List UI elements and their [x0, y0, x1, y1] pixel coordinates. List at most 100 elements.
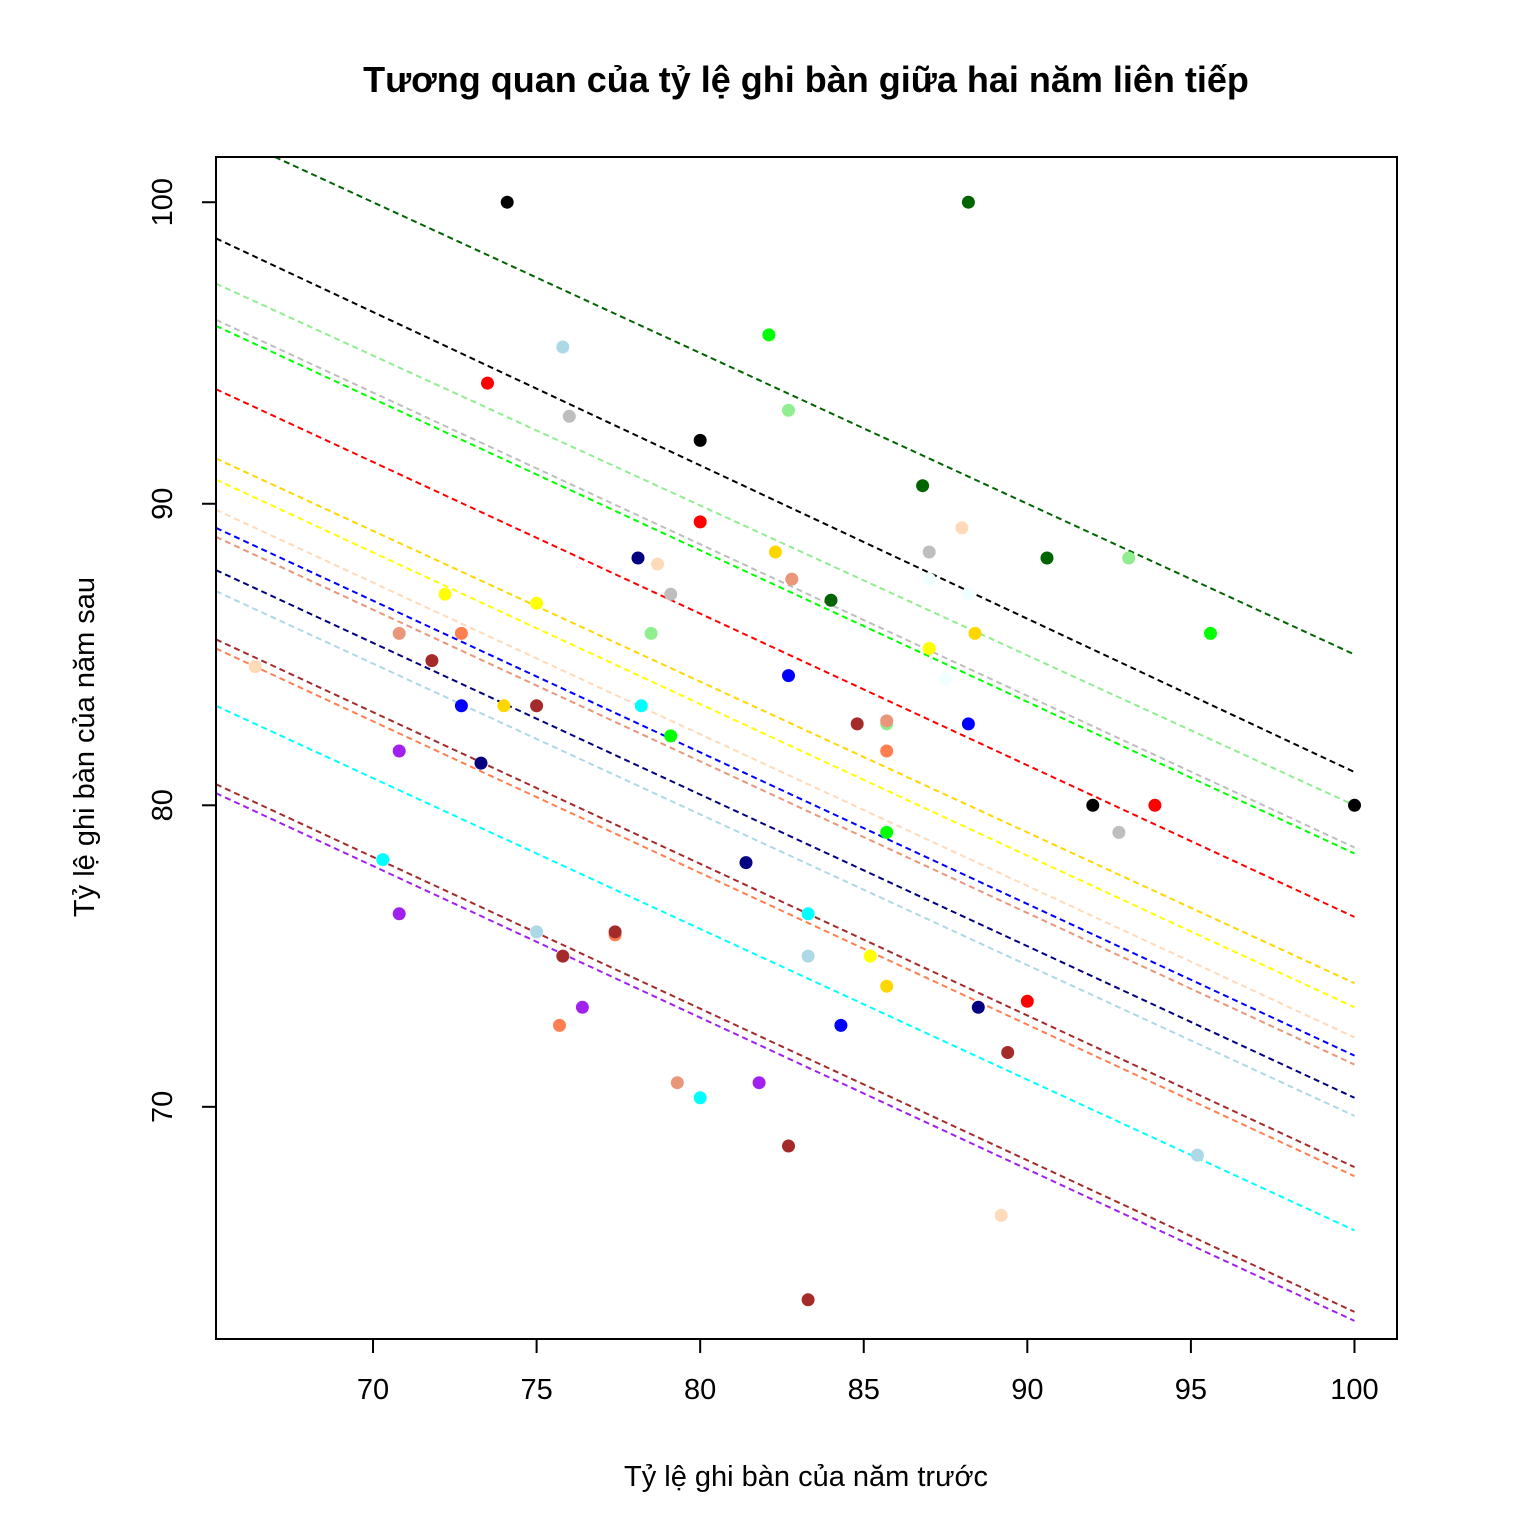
data-point-43 — [497, 699, 511, 713]
data-point-3 — [1086, 798, 1100, 812]
y-tick-label-70: 70 — [147, 1091, 179, 1123]
data-point-21 — [481, 376, 494, 390]
data-point-2 — [693, 433, 707, 447]
data-point-75 — [961, 587, 975, 601]
data-point-56 — [553, 1018, 566, 1032]
trend-line-10 — [216, 526, 1355, 1057]
data-point-57 — [425, 654, 439, 668]
data-point-48 — [863, 949, 877, 963]
trend-line-9 — [216, 508, 1355, 1039]
trend-line-17 — [216, 783, 1355, 1313]
data-point-6 — [916, 479, 930, 493]
x-tick-label-80: 80 — [684, 1374, 716, 1406]
x-tick-label-100: 100 — [1330, 1374, 1378, 1406]
data-point-63 — [782, 1139, 795, 1153]
data-point-51 — [880, 714, 894, 728]
trend-line-3 — [216, 282, 1355, 807]
trend-line-1 — [274, 157, 1355, 656]
data-point-42 — [968, 626, 982, 640]
trend-line-14 — [216, 638, 1355, 1169]
trend-line-6 — [216, 388, 1355, 918]
trend-line-15 — [216, 647, 1355, 1178]
data-point-47 — [922, 642, 936, 655]
data-point-7 — [1040, 551, 1054, 565]
data-point-44 — [880, 979, 894, 993]
data-point-71 — [575, 1000, 589, 1014]
data-point-23 — [1148, 798, 1162, 812]
x-tick-label-70: 70 — [357, 1374, 389, 1406]
data-point-54 — [880, 744, 894, 758]
data-point-64 — [801, 1293, 815, 1307]
trend-line-5 — [216, 324, 1355, 855]
data-point-46 — [530, 596, 544, 610]
x-tick-label-85: 85 — [848, 1374, 880, 1406]
x-axis-label: Tỷ lệ ghi bàn của năm trước — [624, 1461, 988, 1493]
data-point-49 — [785, 572, 799, 586]
data-point-35 — [961, 717, 975, 731]
data-point-27 — [664, 587, 678, 601]
data-point-30 — [474, 756, 488, 770]
data-point-73 — [939, 672, 952, 686]
data-point-40 — [994, 1208, 1008, 1222]
chart-title: Tương quan của tỷ lệ ghi bàn giữa hai nă… — [363, 59, 1249, 100]
data-point-24 — [1020, 994, 1034, 1008]
trend-line-13 — [216, 590, 1355, 1117]
data-point-68 — [693, 1091, 707, 1105]
data-point-22 — [693, 515, 707, 529]
data-point-20 — [1190, 1148, 1204, 1162]
data-point-32 — [971, 1000, 985, 1014]
y-axis-label: Tỷ lệ ghi bàn của năm sau — [69, 577, 101, 917]
data-point-69 — [392, 744, 406, 758]
data-point-19 — [801, 949, 815, 963]
data-point-41 — [768, 545, 782, 559]
x-tick-label-90: 90 — [1011, 1374, 1043, 1406]
trend-line-7 — [216, 457, 1355, 985]
data-point-5 — [961, 195, 975, 209]
data-point-15 — [644, 626, 658, 640]
data-point-14 — [1122, 551, 1136, 565]
trend-line-8 — [216, 478, 1355, 1009]
data-point-66 — [376, 853, 390, 867]
data-point-70 — [392, 907, 406, 921]
data-point-39 — [248, 660, 262, 674]
trend-line-18 — [216, 792, 1355, 1322]
data-point-29 — [631, 551, 645, 565]
data-point-12 — [880, 825, 894, 839]
data-point-36 — [834, 1018, 848, 1032]
y-tick-label-80: 80 — [147, 789, 179, 821]
data-point-34 — [454, 699, 468, 713]
data-point-33 — [782, 669, 795, 683]
data-point-10 — [1204, 626, 1217, 640]
data-point-26 — [922, 545, 936, 559]
data-point-60 — [608, 925, 622, 939]
data-point-67 — [801, 907, 815, 921]
y-axis: 70 80 90 100 — [147, 178, 217, 1123]
data-point-18 — [530, 925, 544, 939]
data-point-58 — [530, 699, 544, 713]
data-point-25 — [562, 409, 576, 423]
data-point-38 — [651, 557, 665, 571]
data-point-72 — [752, 1076, 766, 1090]
data-point-50 — [392, 626, 406, 640]
data-point-4 — [1348, 798, 1361, 812]
trend-line-12 — [216, 569, 1355, 1099]
data-point-53 — [454, 626, 468, 640]
x-axis: 70 75 80 85 90 95 100 — [357, 1338, 1379, 1406]
data-point-62 — [1001, 1046, 1015, 1059]
data-point-45 — [438, 587, 452, 601]
trend-line-11 — [216, 535, 1355, 1066]
plot-frame — [215, 156, 1398, 1340]
data-point-37 — [955, 521, 969, 535]
data-point-1 — [500, 195, 514, 209]
data-point-8 — [824, 593, 838, 607]
data-point-13 — [782, 403, 795, 417]
x-tick-label-95: 95 — [1175, 1374, 1207, 1406]
trend-line-4 — [216, 318, 1355, 849]
data-point-28 — [1112, 825, 1126, 839]
data-point-61 — [556, 949, 570, 963]
trend-line-2 — [216, 237, 1355, 774]
data-point-9 — [762, 328, 776, 342]
data-point-59 — [850, 717, 864, 731]
regression-lines — [216, 157, 1355, 1322]
